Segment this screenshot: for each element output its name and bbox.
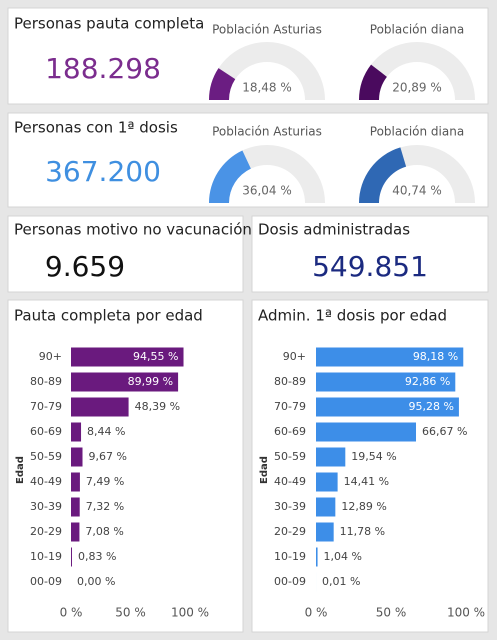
y-tick-label: 50-59 [30, 450, 62, 463]
gauge-title: Población Asturias [212, 23, 322, 37]
card-value: 188.298 [45, 52, 161, 85]
bar [316, 522, 334, 542]
y-tick-label: 10-19 [30, 550, 62, 563]
value-label: 0,01 % [322, 575, 360, 588]
chart-title: Pauta completa por edad [14, 307, 203, 325]
gauge-label: 18,48 % [242, 81, 292, 95]
value-label: 66,67 % [422, 425, 467, 438]
gauge-title: Población diana [370, 125, 464, 139]
bar [316, 547, 318, 567]
bar [316, 472, 338, 492]
value-label: 94,55 % [133, 350, 178, 363]
bar [71, 497, 80, 517]
y-tick-label: 70-79 [30, 400, 62, 413]
gauge-title: Población Asturias [212, 125, 322, 139]
x-tick-label: 100 % [447, 606, 485, 620]
bar [316, 422, 417, 442]
value-label: 19,54 % [351, 450, 396, 463]
value-label: 48,39 % [135, 400, 180, 413]
value-label: 0,00 % [77, 575, 115, 588]
value-label: 98,18 % [413, 350, 458, 363]
y-tick-label: 60-69 [30, 425, 62, 438]
value-label: 7,49 % [86, 475, 124, 488]
gauge-track [209, 42, 325, 100]
x-tick-label: 100 % [171, 606, 209, 620]
bar [71, 397, 129, 417]
card [7, 215, 244, 293]
y-tick-label: 00-09 [274, 575, 306, 588]
value-label: 8,44 % [87, 425, 125, 438]
y-tick-label: 40-49 [30, 475, 62, 488]
y-tick-label: 80-89 [274, 375, 306, 388]
value-label: 12,89 % [341, 500, 386, 513]
value-label: 9,67 % [89, 450, 127, 463]
value-label: 7,08 % [85, 525, 123, 538]
gauge-value [209, 150, 251, 203]
bar [71, 447, 83, 467]
gauge-value [359, 64, 387, 100]
bar [71, 347, 184, 367]
card-value: 367.200 [45, 155, 161, 188]
value-label: 95,28 % [408, 400, 453, 413]
gauge-value [209, 68, 236, 100]
bar [71, 522, 80, 542]
y-tick-label: 90+ [39, 350, 62, 363]
gauge-label: 36,04 % [242, 184, 292, 198]
value-label: 7,32 % [86, 500, 124, 513]
x-tick-label: 0 % [305, 606, 328, 620]
card-value: 549.851 [312, 250, 428, 283]
y-axis-label: Edad [259, 456, 270, 484]
card-title: Personas pauta completa [14, 15, 204, 33]
value-label: 89,99 % [128, 375, 173, 388]
bar [316, 347, 464, 367]
gauge-label: 20,89 % [392, 81, 442, 95]
y-tick-label: 80-89 [30, 375, 62, 388]
card-title: Personas motivo no vacunación [14, 221, 252, 239]
y-tick-label: 00-09 [30, 575, 62, 588]
y-tick-label: 20-29 [274, 525, 306, 538]
bar [316, 372, 456, 392]
value-label: 11,78 % [340, 525, 385, 538]
card-title: Personas con 1ª dosis [14, 119, 178, 137]
bar [71, 547, 72, 567]
y-tick-label: 10-19 [274, 550, 306, 563]
y-tick-label: 30-39 [274, 500, 306, 513]
value-label: 92,86 % [405, 375, 450, 388]
y-tick-label: 90+ [283, 350, 306, 363]
bar [316, 497, 336, 517]
bar [71, 422, 82, 442]
bar [316, 397, 459, 417]
bar [71, 472, 80, 492]
value-label: 0,83 % [78, 550, 116, 563]
y-tick-label: 50-59 [274, 450, 306, 463]
x-tick-label: 50 % [115, 606, 146, 620]
gauge-title: Población diana [370, 23, 464, 37]
y-tick-label: 40-49 [274, 475, 306, 488]
bar [316, 447, 346, 467]
card-value: 9.659 [45, 250, 125, 283]
x-tick-label: 0 % [60, 606, 83, 620]
chart-title: Admin. 1ª dosis por edad [258, 307, 447, 325]
gauge-value [359, 147, 407, 203]
gauge-track [359, 42, 475, 100]
value-label: 1,04 % [324, 550, 362, 563]
card [251, 215, 489, 293]
value-label: 14,41 % [344, 475, 389, 488]
bar [71, 372, 179, 392]
y-axis-label: Edad [15, 456, 26, 484]
y-tick-label: 70-79 [274, 400, 306, 413]
y-tick-label: 60-69 [274, 425, 306, 438]
card-title: Dosis administradas [258, 221, 410, 239]
x-tick-label: 50 % [376, 606, 407, 620]
y-tick-label: 30-39 [30, 500, 62, 513]
y-tick-label: 20-29 [30, 525, 62, 538]
gauge-label: 40,74 % [392, 184, 442, 198]
